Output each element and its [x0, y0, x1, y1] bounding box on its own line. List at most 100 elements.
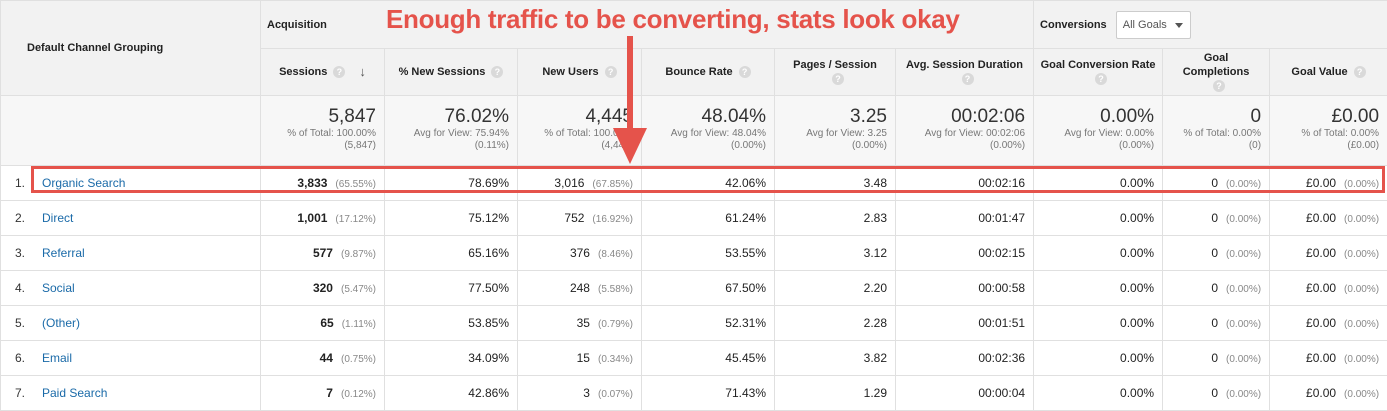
col-header-sessions[interactable]: Sessions? ↓: [260, 48, 385, 96]
new-users-pct: (0.07%): [597, 389, 633, 400]
goal-conv-rate-cell: 0.00%: [1033, 235, 1164, 271]
col-header-goal-conv-rate[interactable]: Goal Conversion Rate?: [1033, 48, 1164, 96]
channel-link[interactable]: Direct: [42, 211, 74, 225]
new-users-cell: 3 (0.07%): [517, 375, 642, 411]
bounce-rate-cell: 45.45%: [641, 340, 775, 376]
help-icon[interactable]: ?: [604, 66, 617, 79]
new-users-pct: (67.85%): [592, 179, 633, 190]
goal-completions-value: 0: [1211, 351, 1219, 365]
col-header-bounce-rate[interactable]: Bounce Rate?: [641, 48, 775, 96]
help-icon[interactable]: ?: [738, 66, 751, 79]
new-sessions-pct-cell: 42.86%: [384, 375, 518, 411]
help-icon[interactable]: ?: [1095, 73, 1108, 86]
channel-link[interactable]: Email: [42, 351, 73, 365]
row-index: 3.: [15, 246, 26, 260]
goal-value-value: £0.00: [1306, 246, 1337, 260]
bounce-rate-cell: 42.06%: [641, 165, 775, 201]
channel-grouping-header[interactable]: Default Channel Grouping: [0, 0, 261, 96]
sessions-value: 44: [319, 351, 333, 365]
help-icon[interactable]: ?: [491, 66, 504, 79]
goal-value-value: £0.00: [1306, 386, 1337, 400]
channel-link[interactable]: Organic Search: [42, 176, 126, 190]
goal-value-pct: (0.00%): [1344, 284, 1380, 295]
col-header-avg-duration[interactable]: Avg. Session Duration?: [894, 48, 1035, 96]
total-bounce-rate: 48.04% Avg for View: 48.04% (0.00%): [641, 95, 775, 166]
table-row: 6. Email 44 (0.75%) 34.09% 15 (0.34%) 45.45% 3.8…: [0, 340, 1387, 376]
total-goal-value: £0.00% of Total: 0.00% (£0.00): [1269, 95, 1387, 166]
goal-value-pct: (0.00%): [1344, 249, 1380, 260]
new-users-cell: 376 (8.46%): [517, 235, 642, 271]
sessions-value: 320: [312, 281, 333, 295]
total-sessions: 5,847% of Total: 100.00% (5,847): [260, 95, 385, 166]
table-row: 4. Social 320 (5.47%) 77.50% 248 (5.58%) 67.50%…: [0, 270, 1387, 306]
sessions-cell: 1,001 (17.12%): [260, 200, 385, 236]
table-row: 5. (Other) 65 (1.11%) 53.85% 35 (0.79%) 52.31% 2…: [0, 305, 1387, 341]
new-sessions-pct-cell: 77.50%: [384, 270, 518, 306]
row-index: 7.: [15, 386, 26, 400]
goal-value-pct: (0.00%): [1344, 179, 1380, 190]
goal-conv-rate-cell: 0.00%: [1033, 305, 1164, 341]
sort-descending-icon[interactable]: ↓: [359, 64, 366, 80]
pages-session-cell: 3.12: [774, 235, 896, 271]
goal-completions-pct: (0.00%): [1226, 214, 1262, 225]
new-users-cell: 3,016 (67.85%): [517, 165, 642, 201]
goal-conv-rate-cell: 0.00%: [1033, 375, 1164, 411]
help-icon[interactable]: ?: [1353, 66, 1366, 79]
goal-completions-pct: (0.00%): [1226, 389, 1262, 400]
goal-value-pct: (0.00%): [1344, 214, 1380, 225]
help-icon[interactable]: ?: [333, 66, 346, 79]
goal-completions-value: 0: [1211, 386, 1219, 400]
channel-cell: 3. Referral: [0, 235, 261, 271]
bounce-rate-cell: 52.31%: [641, 305, 775, 341]
goal-completions-cell: 0 (0.00%): [1162, 165, 1271, 201]
goal-completions-cell: 0 (0.00%): [1162, 375, 1271, 411]
row-index: 5.: [15, 316, 26, 330]
goal-value-cell: £0.00 (0.00%): [1269, 200, 1387, 236]
channel-link[interactable]: Referral: [42, 246, 85, 260]
new-users-pct: (5.58%): [597, 284, 633, 295]
channel-link[interactable]: (Other): [42, 316, 81, 330]
table-row: 2. Direct 1,001 (17.12%) 75.12% 752 (16.92%) 61…: [0, 200, 1387, 236]
sessions-pct: (65.55%): [335, 179, 376, 190]
col-header-pages-session[interactable]: Pages / Session?: [774, 48, 896, 96]
goal-value-value: £0.00: [1306, 316, 1337, 330]
total-avg-duration: 00:02:06 Avg for View: 00:02:06 (0.00%): [894, 95, 1035, 166]
goal-value-pct: (0.00%): [1344, 354, 1380, 365]
avg-duration-cell: 00:02:36: [894, 340, 1035, 376]
annotation-arrow-head: [613, 128, 647, 164]
goal-value-pct: (0.00%): [1344, 319, 1380, 330]
sessions-pct: (1.11%): [341, 319, 376, 330]
new-users-value: 3,016: [554, 176, 585, 190]
help-icon[interactable]: ?: [1213, 80, 1226, 93]
new-users-value: 3: [583, 386, 590, 400]
goal-completions-cell: 0 (0.00%): [1162, 340, 1271, 376]
goal-completions-value: 0: [1211, 316, 1219, 330]
goal-value-cell: £0.00 (0.00%): [1269, 305, 1387, 341]
sessions-value: 7: [326, 386, 333, 400]
col-header-new-sessions-pct[interactable]: % New Sessions?: [384, 48, 518, 96]
goal-value-value: £0.00: [1306, 211, 1337, 225]
goal-value-value: £0.00: [1306, 176, 1337, 190]
chevron-down-icon: [1174, 22, 1183, 28]
col-header-goal-completions[interactable]: Goal Completions?: [1162, 48, 1271, 96]
goal-value-cell: £0.00 (0.00%): [1269, 165, 1387, 201]
help-icon[interactable]: ?: [961, 73, 974, 86]
new-users-pct: (16.92%): [592, 214, 633, 225]
bounce-rate-cell: 67.50%: [641, 270, 775, 306]
new-sessions-pct-cell: 34.09%: [384, 340, 518, 376]
channel-link[interactable]: Social: [42, 281, 75, 295]
help-icon[interactable]: ?: [831, 73, 844, 86]
col-header-goal-value[interactable]: Goal Value?: [1269, 48, 1387, 96]
goal-completions-pct: (0.00%): [1226, 354, 1262, 365]
sessions-pct: (0.12%): [340, 389, 376, 400]
new-sessions-pct-cell: 65.16%: [384, 235, 518, 271]
avg-duration-cell: 00:02:16: [894, 165, 1035, 201]
sessions-cell: 320 (5.47%): [260, 270, 385, 306]
goal-select-dropdown[interactable]: All Goals: [1115, 10, 1191, 39]
channel-link[interactable]: Paid Search: [42, 386, 108, 400]
new-users-cell: 15 (0.34%): [517, 340, 642, 376]
goal-value-cell: £0.00 (0.00%): [1269, 375, 1387, 411]
col-header-new-users[interactable]: New Users?: [517, 48, 642, 96]
channel-cell: 5. (Other): [0, 305, 261, 341]
